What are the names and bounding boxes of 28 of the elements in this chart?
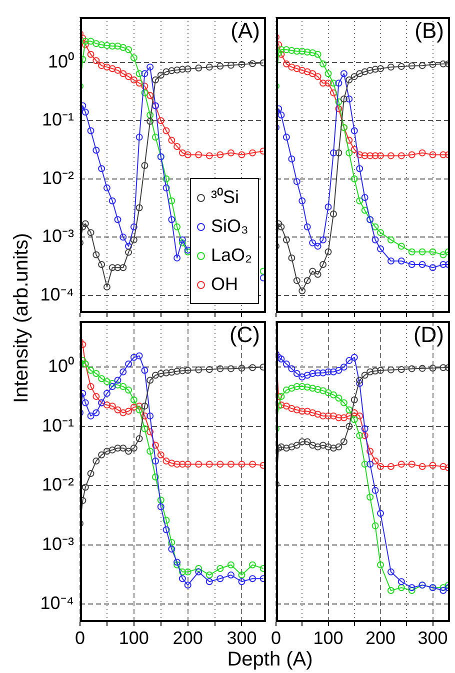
y-tick-label: 10⁻³	[42, 226, 74, 246]
x-tick-label: 200	[172, 628, 203, 648]
y-tick-label: 10⁻³	[42, 534, 74, 554]
annotation: (D)	[413, 322, 444, 348]
y-tick-label: 10⁻¹	[42, 110, 74, 130]
y-tick-label: 10⁻²	[42, 474, 74, 495]
x-tick-label: 100	[118, 628, 149, 648]
annotation: (B)	[414, 18, 444, 44]
y-tick-label: 10⁻⁴	[40, 284, 74, 304]
x-tick-label: 0	[74, 628, 86, 648]
annotation: (A)	[230, 18, 260, 44]
y-tick-label: 10⁻¹	[42, 415, 74, 436]
x-axis-title: Depth (A)	[227, 648, 313, 672]
legend-label: LaO₂	[210, 245, 252, 265]
y-tick-label: 10⁻²	[42, 168, 74, 188]
x-tick-label: 200	[365, 628, 396, 648]
y-tick-label: 10⁰	[48, 51, 74, 72]
legend-label: SiO₃	[210, 216, 248, 236]
x-tick-label: 300	[226, 628, 257, 648]
y-tick-label: 10⁻⁴	[40, 593, 74, 614]
annotation: (C)	[229, 322, 260, 348]
legend-label: OH	[210, 274, 238, 294]
x-tick-label: 100	[313, 628, 344, 648]
y-axis-title: Intensity (arb.units)	[10, 232, 34, 404]
legend-label: ³⁰Si	[210, 187, 239, 207]
x-tick-label: 300	[418, 628, 448, 648]
x-tick-label: 0	[270, 628, 282, 648]
y-tick-label: 10⁰	[48, 356, 74, 376]
